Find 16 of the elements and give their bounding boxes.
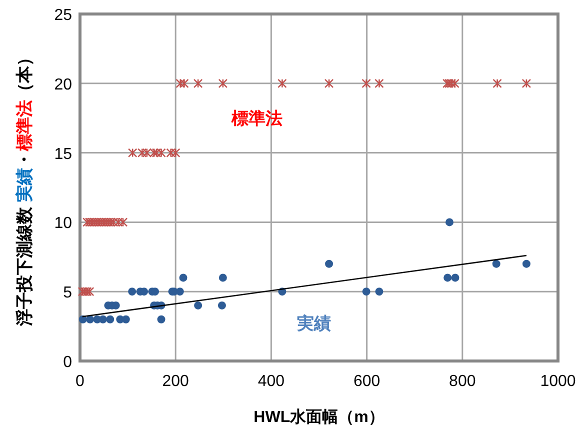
series-label: 標準法 bbox=[230, 109, 282, 128]
y-axis-title: 浮子投下測線数 実績・標準法（本） bbox=[15, 49, 34, 327]
y-tick-label: 0 bbox=[63, 354, 72, 371]
x-tick-label: 200 bbox=[162, 373, 190, 390]
y-tick-label: 25 bbox=[54, 7, 72, 24]
x-axis-title: HWL水面幅（m） bbox=[254, 408, 384, 426]
series-label: 実績 bbox=[296, 314, 332, 333]
y-tick-label: 15 bbox=[54, 146, 72, 163]
x-tick-label: 1000 bbox=[540, 373, 576, 390]
y-tick-label: 10 bbox=[54, 215, 72, 232]
x-tick-label: 0 bbox=[76, 373, 85, 390]
x-tick-label: 600 bbox=[353, 373, 380, 390]
y-tick-label: 5 bbox=[63, 284, 72, 302]
y-tick-label: 20 bbox=[54, 76, 72, 94]
x-tick-label: 400 bbox=[258, 373, 285, 390]
x-tick-label: 800 bbox=[449, 373, 476, 390]
